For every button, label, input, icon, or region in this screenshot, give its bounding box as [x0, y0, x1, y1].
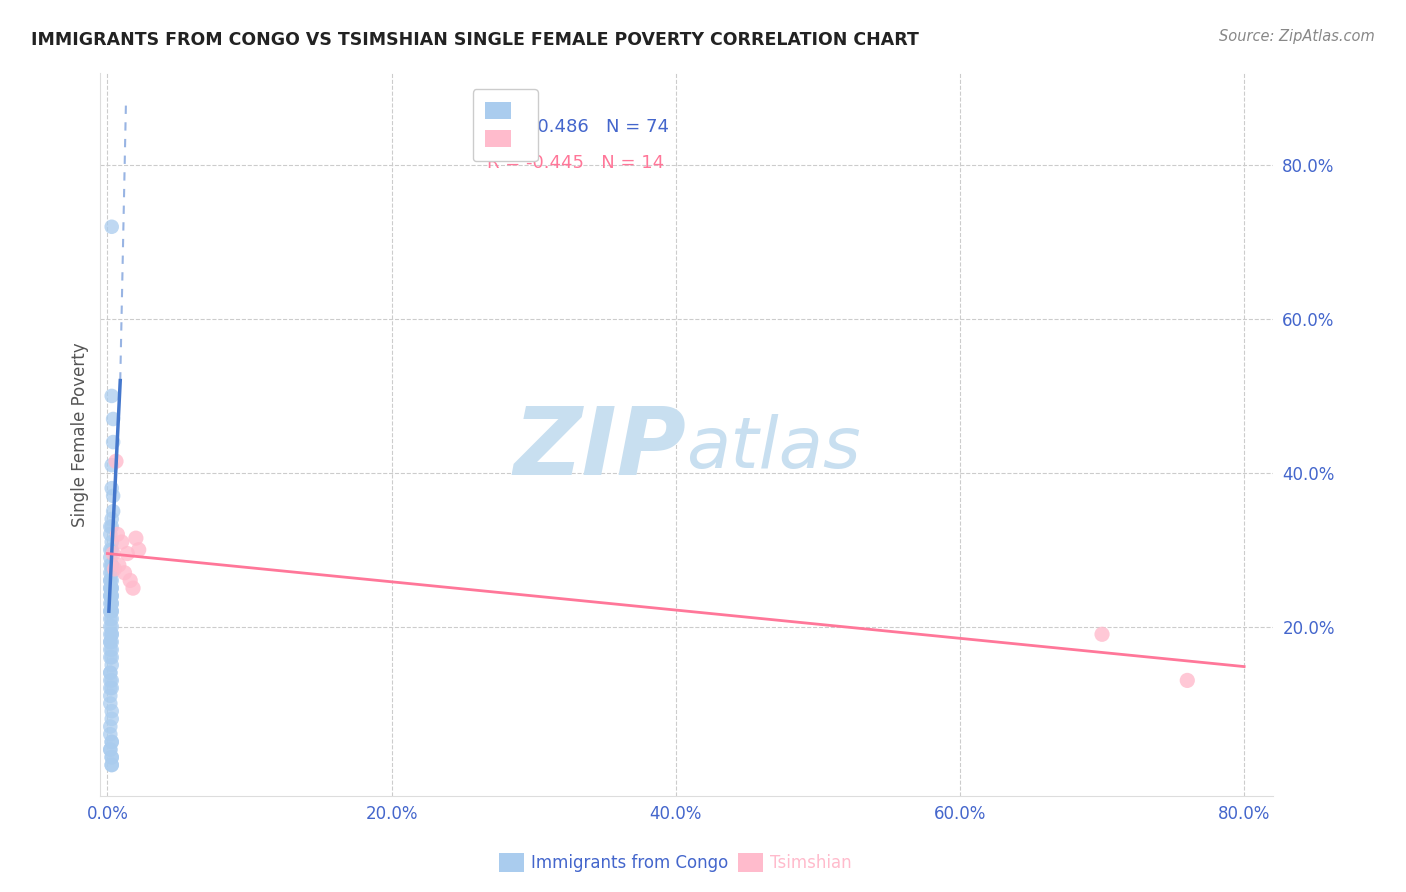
Point	[100, 604, 122, 618]
Text: R = -0.445   N = 14: R = -0.445 N = 14	[486, 154, 664, 172]
Point	[100, 619, 122, 633]
Point	[101, 435, 124, 450]
Point	[107, 527, 129, 541]
Point	[98, 589, 121, 603]
Text: IMMIGRANTS FROM CONGO VS TSIMSHIAN SINGLE FEMALE POVERTY CORRELATION CHART: IMMIGRANTS FROM CONGO VS TSIMSHIAN SINGL…	[31, 31, 918, 49]
Point	[125, 531, 148, 545]
Point	[100, 704, 122, 718]
Point	[100, 481, 122, 495]
Point	[128, 542, 150, 557]
Point	[98, 689, 121, 703]
Point	[98, 720, 121, 734]
Point	[101, 504, 124, 518]
Point	[100, 658, 122, 673]
Point	[103, 562, 125, 576]
Text: atlas: atlas	[686, 414, 860, 483]
Point	[98, 612, 121, 626]
Point	[1175, 673, 1198, 688]
Point	[98, 697, 121, 711]
Point	[100, 574, 122, 588]
Point	[98, 589, 121, 603]
Point	[98, 574, 121, 588]
Point	[122, 581, 145, 595]
Point	[100, 589, 122, 603]
Point	[117, 547, 139, 561]
Point	[101, 547, 124, 561]
Point	[100, 581, 122, 595]
Point	[98, 581, 121, 595]
Point	[120, 574, 142, 588]
Point	[100, 635, 122, 649]
Point	[100, 558, 122, 573]
Point	[100, 519, 122, 533]
Point	[100, 558, 122, 573]
Point	[98, 665, 121, 680]
Legend:  ,  : ,	[472, 89, 538, 161]
Point	[100, 650, 122, 665]
Point	[101, 489, 124, 503]
Point	[100, 512, 122, 526]
Point	[108, 558, 131, 573]
Text: ZIP: ZIP	[513, 403, 686, 495]
Y-axis label: Single Female Poverty: Single Female Poverty	[72, 342, 89, 526]
Point	[100, 219, 122, 234]
Point	[104, 454, 127, 468]
Point	[100, 597, 122, 611]
Point	[100, 627, 122, 641]
Point	[100, 589, 122, 603]
Point	[100, 681, 122, 695]
Text: R =   0.486   N = 74: R = 0.486 N = 74	[486, 118, 669, 136]
Text: Immigrants from Congo: Immigrants from Congo	[531, 854, 728, 871]
Point	[98, 527, 121, 541]
Point	[98, 542, 121, 557]
Point	[100, 389, 122, 403]
Point	[98, 742, 121, 756]
Point	[111, 535, 134, 549]
Point	[98, 642, 121, 657]
Point	[100, 735, 122, 749]
Point	[100, 750, 122, 764]
Point	[100, 542, 122, 557]
Point	[98, 550, 121, 565]
Point	[98, 604, 121, 618]
Point	[98, 635, 121, 649]
Point	[98, 597, 121, 611]
Point	[100, 642, 122, 657]
Point	[100, 673, 122, 688]
Point	[98, 627, 121, 641]
Point	[100, 627, 122, 641]
Point	[100, 750, 122, 764]
Text: Tsimshian: Tsimshian	[770, 854, 852, 871]
Point	[100, 535, 122, 549]
Point	[100, 758, 122, 772]
Point	[100, 458, 122, 472]
Point	[98, 673, 121, 688]
Point	[98, 650, 121, 665]
Point	[98, 604, 121, 618]
Point	[100, 566, 122, 580]
Point	[114, 566, 136, 580]
Point	[98, 635, 121, 649]
Point	[100, 597, 122, 611]
Point	[1091, 627, 1114, 641]
Point	[100, 735, 122, 749]
Point	[101, 412, 124, 426]
Point	[98, 581, 121, 595]
Point	[100, 758, 122, 772]
Point	[98, 665, 121, 680]
Point	[98, 619, 121, 633]
Point	[100, 604, 122, 618]
Point	[98, 558, 121, 573]
Point	[98, 519, 121, 533]
Point	[100, 581, 122, 595]
Point	[98, 574, 121, 588]
Point	[98, 742, 121, 756]
Point	[98, 681, 121, 695]
Point	[98, 566, 121, 580]
Point	[98, 727, 121, 741]
Point	[100, 712, 122, 726]
Point	[100, 612, 122, 626]
Text: Source: ZipAtlas.com: Source: ZipAtlas.com	[1219, 29, 1375, 44]
